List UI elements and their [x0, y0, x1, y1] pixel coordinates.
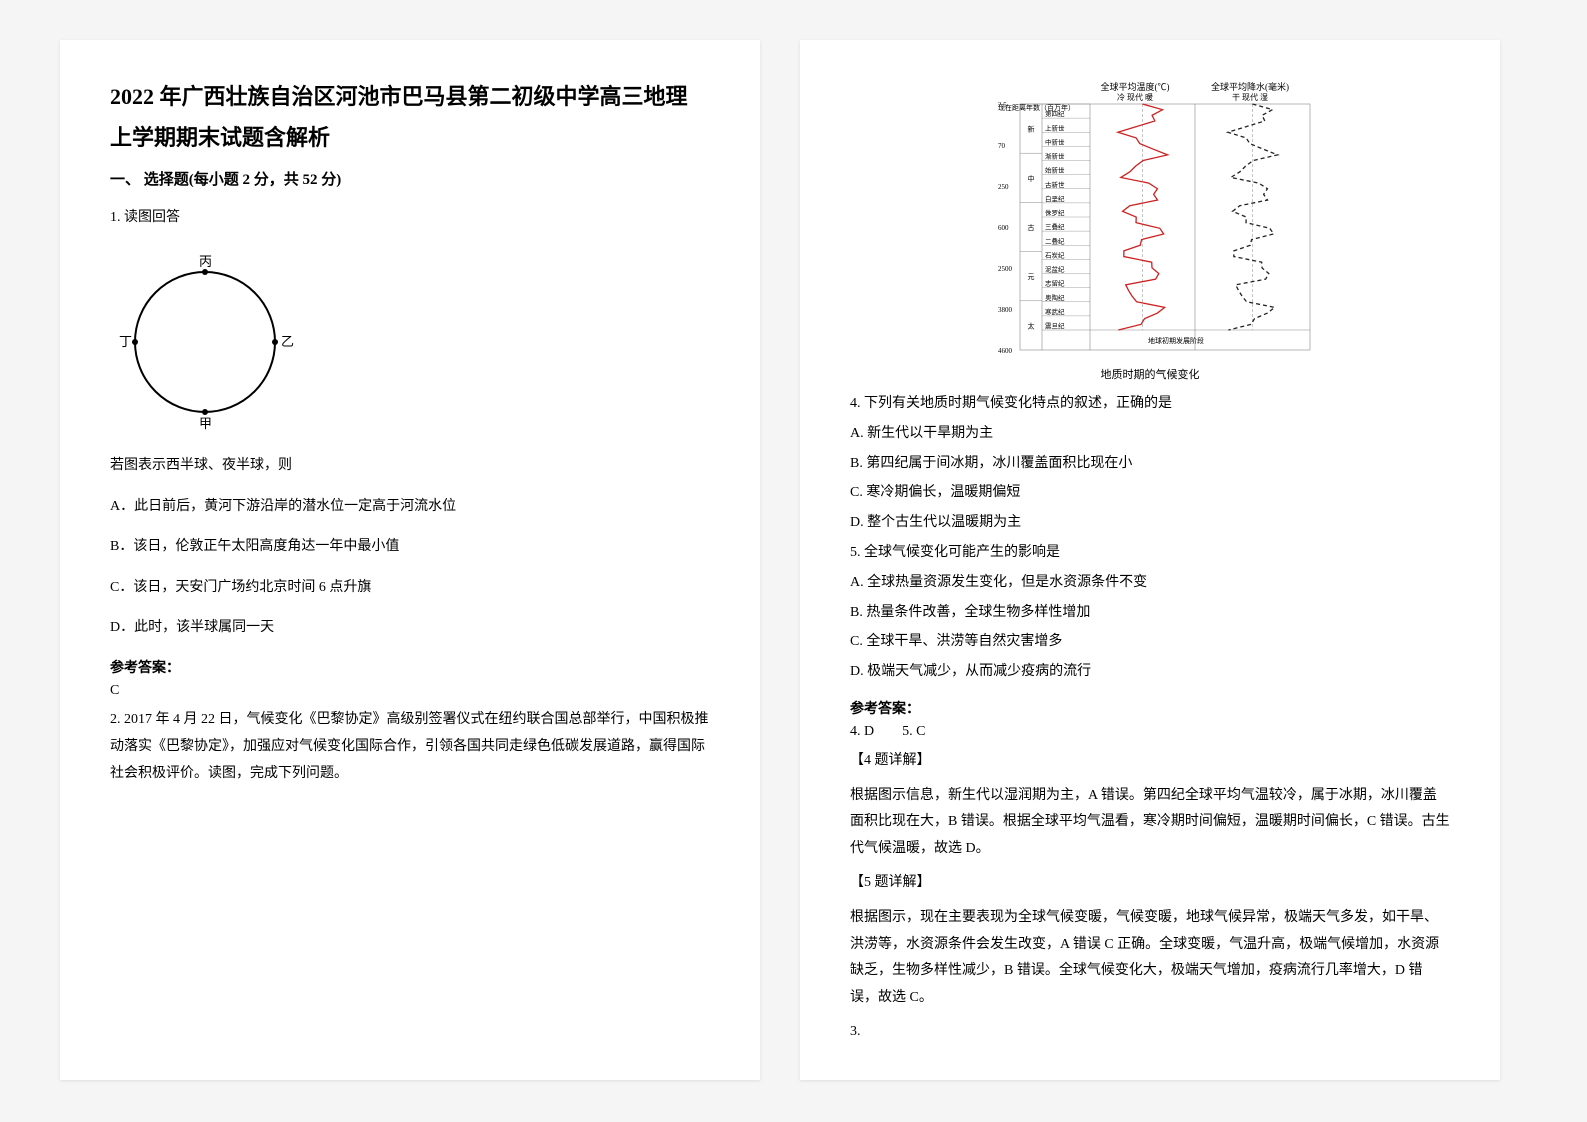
- q3-stem: 3.: [850, 1019, 1450, 1046]
- svg-text:250: 250: [998, 183, 1009, 191]
- q5-opt-c: C. 全球干旱、洪涝等自然灾害增多: [850, 630, 1450, 654]
- svg-text:侏罗纪: 侏罗纪: [1045, 208, 1065, 217]
- q4-opt-c: C. 寒冷期偏长，温暖期偏短: [850, 481, 1450, 505]
- svg-text:三叠纪: 三叠纪: [1045, 222, 1065, 231]
- svg-text:3800: 3800: [998, 306, 1013, 314]
- q1-opt-c: C．该日，天安门广场约北京时间 6 点升旗: [110, 577, 710, 599]
- svg-text:中: 中: [1028, 174, 1035, 183]
- q4-opt-d: D. 整个古生代以温暖期为主: [850, 511, 1450, 535]
- exp4-body: 根据图示信息，新生代以湿润期为主，A 错误。第四纪全球平均气温较冷，属于冰期，冰…: [850, 783, 1450, 863]
- circle-diagram: 丙乙甲 丁: [110, 247, 310, 437]
- svg-text:丁: 丁: [119, 334, 132, 349]
- svg-text:600: 600: [998, 224, 1009, 232]
- svg-text:上新世: 上新世: [1045, 123, 1065, 132]
- climate-chart-svg: 全球平均温度(℃)全球平均降水(毫米)冷 现代 暖干 现代 湿现在距离年数（百万…: [980, 80, 1320, 360]
- q1-opt-b: B．该日，伦敦正午太阳高度角达一年中最小值: [110, 536, 710, 558]
- svg-text:新: 新: [1028, 125, 1035, 134]
- exp4-head: 【4 题详解】: [850, 748, 1450, 775]
- q1-opt-a: A．此日前后，黄河下游沿岸的潜水位一定高于河流水位: [110, 496, 710, 518]
- svg-text:泥盆纪: 泥盆纪: [1045, 265, 1065, 274]
- svg-text:甲: 甲: [199, 416, 212, 431]
- q1-opt-d: D．此时，该半球属同一天: [110, 617, 710, 639]
- svg-text:太: 太: [1028, 321, 1035, 330]
- svg-text:石炭纪: 石炭纪: [1045, 250, 1065, 259]
- q1-condition: 若图表示西半球、夜半球，则: [110, 455, 710, 477]
- svg-text:中新世: 中新世: [1045, 137, 1065, 146]
- q5-opt-d: D. 极端天气减少，从而减少疫病的流行: [850, 660, 1450, 684]
- svg-text:震旦纪: 震旦纪: [1045, 321, 1065, 330]
- svg-text:元: 元: [1028, 273, 1035, 281]
- svg-text:全球平均降水(毫米): 全球平均降水(毫米): [1211, 81, 1289, 92]
- q4-stem: 4. 下列有关地质时期气候变化特点的叙述，正确的是: [850, 392, 1450, 416]
- svg-text:志留纪: 志留纪: [1045, 279, 1065, 288]
- svg-text:乙: 乙: [281, 334, 294, 349]
- svg-text:白垩纪: 白垩纪: [1045, 194, 1065, 203]
- svg-text:干 现代 湿: 干 现代 湿: [1232, 92, 1268, 102]
- svg-text:古新世: 古新世: [1045, 180, 1065, 189]
- page-right: 全球平均温度(℃)全球平均降水(毫米)冷 现代 暖干 现代 湿现在距离年数（百万…: [800, 40, 1500, 1080]
- q5-stem: 5. 全球气候变化可能产生的影响是: [850, 541, 1450, 565]
- q1-answer-head: 参考答案：: [110, 657, 710, 677]
- svg-text:地球初期发展阶段: 地球初期发展阶段: [1148, 336, 1204, 345]
- svg-text:4600: 4600: [998, 347, 1013, 355]
- q4-opt-b: B. 第四纪属于间冰期，冰川覆盖面积比现在小: [850, 452, 1450, 476]
- svg-text:始新世: 始新世: [1045, 166, 1065, 175]
- q4-opt-a: A. 新生代以干旱期为主: [850, 422, 1450, 446]
- q2-stem: 2. 2017 年 4 月 22 日，气候变化《巴黎协定》高级别签署仪式在纽约联…: [110, 707, 710, 787]
- svg-text:奥陶纪: 奥陶纪: [1045, 293, 1065, 302]
- svg-text:古: 古: [1028, 223, 1035, 232]
- svg-text:渐新世: 渐新世: [1045, 152, 1065, 161]
- climate-chart: 全球平均温度(℃)全球平均降水(毫米)冷 现代 暖干 现代 湿现在距离年数（百万…: [980, 80, 1320, 360]
- exp5-body: 根据图示，现在主要表现为全球气候变暖，气候变暖，地球气候异常，极端天气多发，如干…: [850, 905, 1450, 1011]
- svg-text:第四纪: 第四纪: [1045, 109, 1065, 118]
- q1-figure: 丙乙甲 丁: [110, 247, 310, 437]
- svg-text:2500: 2500: [998, 265, 1013, 273]
- section-1-head: 一、 选择题(每小题 2 分，共 52 分): [110, 168, 710, 189]
- svg-text:2.5: 2.5: [998, 101, 1007, 109]
- chart-caption: 地质时期的气候变化: [850, 366, 1450, 382]
- svg-text:冷 现代 暖: 冷 现代 暖: [1117, 92, 1153, 102]
- doc-title-2: 上学期期末试题含解析: [110, 121, 710, 154]
- q5-opt-a: A. 全球热量资源发生变化，但是水资源条件不变: [850, 571, 1450, 595]
- svg-text:70: 70: [998, 142, 1006, 150]
- svg-text:丙: 丙: [199, 254, 212, 269]
- svg-text:寒武纪: 寒武纪: [1045, 307, 1065, 316]
- q45-answer-head: 参考答案：: [850, 698, 1450, 718]
- q1-stem: 1. 读图回答: [110, 207, 710, 229]
- exp5-head: 【5 题详解】: [850, 870, 1450, 897]
- svg-text:二叠纪: 二叠纪: [1045, 236, 1065, 245]
- svg-text:全球平均温度(℃): 全球平均温度(℃): [1101, 81, 1170, 92]
- q5-opt-b: B. 热量条件改善，全球生物多样性增加: [850, 601, 1450, 625]
- doc-title-1: 2022 年广西壮族自治区河池市巴马县第二初级中学高三地理: [110, 80, 710, 113]
- q1-answer: C: [110, 683, 710, 699]
- page-left: 2022 年广西壮族自治区河池市巴马县第二初级中学高三地理 上学期期末试题含解析…: [60, 40, 760, 1080]
- q45-answer: 4. D 5. C: [850, 724, 1450, 740]
